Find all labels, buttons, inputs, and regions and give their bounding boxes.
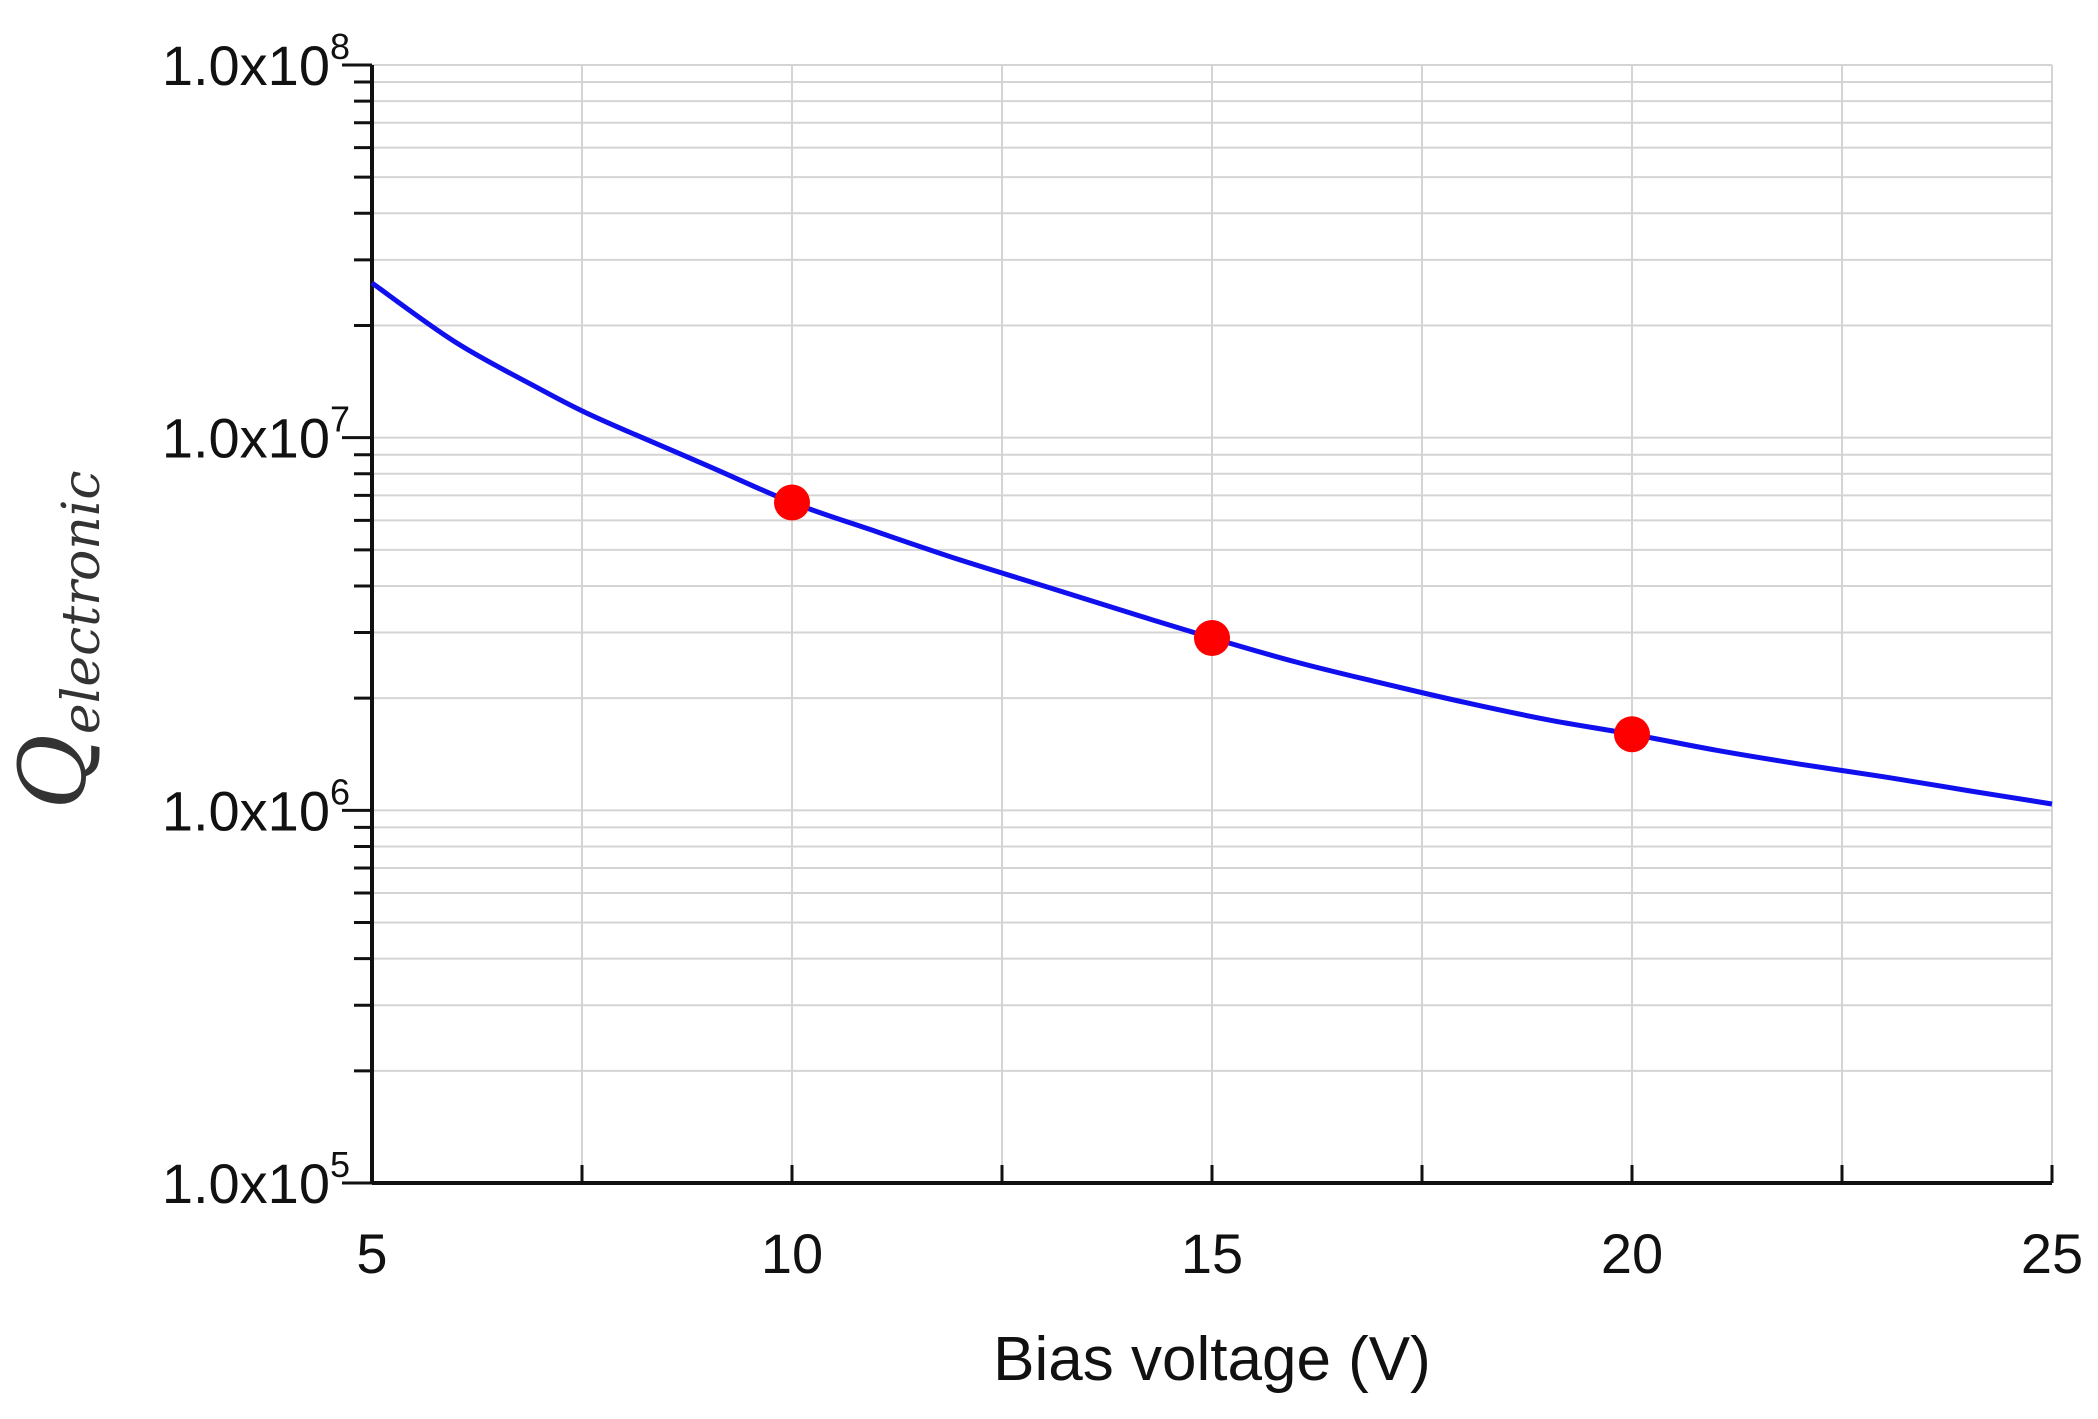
y-tick-label-exponent: 6 [330,771,350,812]
y-tick-label: 1.0x105 [162,1144,350,1215]
data-point [774,484,810,521]
y-axis-title-subscript: electronic [52,470,112,734]
y-tick-label-exponent: 8 [330,26,350,67]
y-tick-label-exponent: 5 [330,1144,350,1185]
x-tick-label: 20 [1601,1222,1663,1285]
y-axis-title: Qelectronic [0,470,112,809]
y-tick-label-mantissa: 1.0x10 [162,34,330,97]
y-tick-label: 1.0x107 [162,399,350,470]
axes [342,63,2054,1185]
y-axis-title-main: Q [0,734,107,809]
x-tick-label: 5 [356,1222,387,1285]
data-point [1194,620,1230,657]
y-tick-label-mantissa: 1.0x10 [162,779,330,842]
y-tick-label-mantissa: 1.0x10 [162,407,330,470]
y-tick-label-exponent: 7 [330,399,350,440]
data-point [1614,716,1650,753]
grid [371,64,2053,1183]
series-line [370,280,2053,807]
x-axis-title: Bias voltage (V) [993,1325,1431,1394]
y-tick-label-mantissa: 1.0x10 [162,1152,330,1215]
series-layer [370,280,2053,807]
x-tick-label: 15 [1181,1222,1243,1285]
y-tick-label: 1.0x106 [162,771,350,842]
x-tick-label: 25 [2021,1222,2083,1285]
y-tick-label: 1.0x108 [162,26,350,97]
x-tick-label: 10 [761,1222,823,1285]
